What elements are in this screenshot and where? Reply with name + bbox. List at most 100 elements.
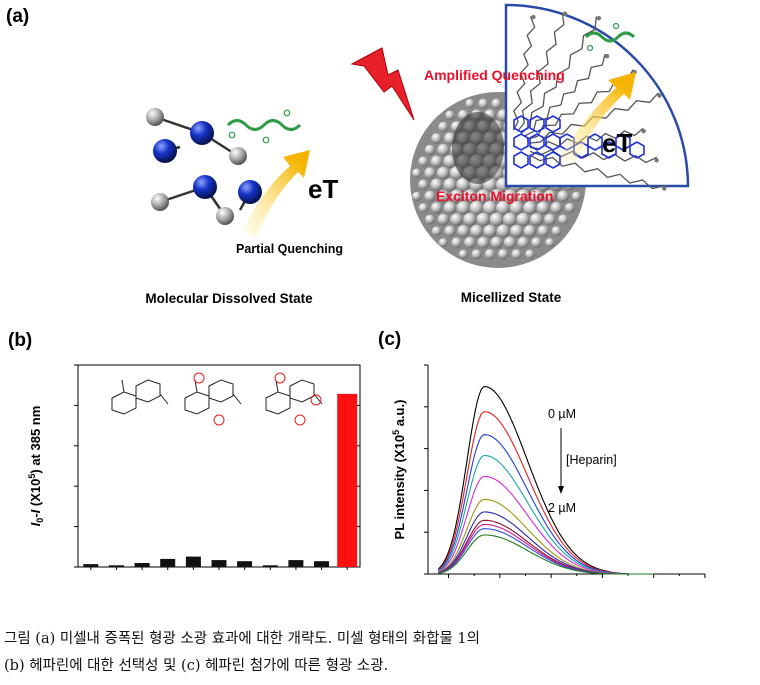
figure-caption: 그림 (a) 미셀내 증폭된 형광 소광 효과에 대한 개략도. 미셀 형태의 … [4, 626, 756, 680]
caption-line-1: 그림 (a) 미셀내 증폭된 형광 소광 효과에 대한 개략도. 미셀 형태의 … [4, 631, 480, 647]
bar [262, 565, 278, 567]
micelle-ball [531, 237, 542, 248]
pl-spectra-chart: PL intensity (X105 a.u.) [391, 364, 706, 578]
micelle-ball [444, 225, 456, 237]
micelle-ball [517, 236, 529, 249]
sugar-ring [289, 379, 315, 403]
micelle-ball [551, 226, 562, 237]
conc-label: [Heparin] [566, 453, 617, 467]
y-axis-label: PL intensity (X105 a.u.) [391, 400, 407, 540]
alkyl-chain [516, 12, 565, 132]
micelle-ball [418, 179, 429, 190]
chain-head [641, 129, 646, 134]
micelle-ball [502, 189, 518, 204]
micelle-ball [545, 238, 555, 248]
micelle-ball [489, 189, 504, 204]
micelle-ball [489, 212, 504, 227]
aromatic-ring [529, 115, 545, 133]
micelle-ball [496, 200, 511, 215]
y-axis-label: I0-I (X105) at 385 nm [27, 406, 45, 527]
micelle-ball [558, 214, 569, 225]
micelle-ball [418, 156, 429, 167]
aromatic-ring [545, 151, 561, 169]
caption-line-2: (b) 헤파린에 대한 선택성 및 (c) 헤파린 첨가에 따른 형광 소광. [4, 658, 389, 674]
micelle-ball [430, 178, 443, 191]
alkyl-chain [520, 16, 598, 134]
alkyl-chain [529, 154, 666, 190]
micelle-ball [412, 168, 422, 178]
energy-transfer-arrow-left [242, 150, 310, 238]
wave-icon-left [226, 109, 302, 144]
sulfate-group [274, 372, 286, 384]
micelle-ball [471, 249, 482, 260]
bar [237, 561, 253, 567]
sugar-ring [208, 379, 234, 403]
molecule-grey-sphere [229, 147, 247, 165]
micelle-ball [523, 224, 537, 238]
micelle-ball [412, 191, 422, 201]
bar [337, 393, 358, 567]
bar [288, 560, 304, 567]
aromatic-ring [513, 115, 529, 133]
micelle-ball [445, 110, 455, 120]
lightning-bolt-icon [350, 47, 415, 121]
micelle-ball [496, 224, 510, 238]
micelle-ball [491, 98, 502, 109]
micelle-opening [452, 112, 504, 184]
chain-head [562, 11, 568, 16]
micelle-ball [450, 213, 463, 226]
partial-quenching-label: Partial Quenching [236, 242, 343, 256]
et-label-left: eT [308, 174, 338, 204]
conc-start-label: 0 µM [548, 407, 576, 421]
bar [211, 560, 227, 567]
micelle-ball [550, 202, 563, 214]
spectrum-line [438, 511, 654, 575]
micelle-ball [469, 200, 484, 215]
micelle-ball [456, 201, 471, 215]
micelle-ball [443, 178, 457, 192]
aromatic-ring [513, 151, 529, 169]
bond [159, 393, 169, 405]
micelle-ball [425, 214, 435, 225]
micelle-ball [510, 224, 523, 238]
micelle-ball [451, 237, 462, 248]
conc-end-label: 2 µM [548, 501, 576, 515]
bond [232, 393, 242, 405]
micelle-ball [458, 249, 468, 259]
wave-icon-right [584, 22, 636, 52]
micelle-ball [525, 249, 535, 259]
micelle-ball [543, 189, 557, 203]
micelle-ball [463, 212, 477, 227]
micelle-ball [464, 236, 476, 249]
sugar-ring [184, 391, 210, 415]
micelle-ball [530, 213, 543, 226]
micelle-ball [503, 236, 516, 249]
molecule-blue-sphere [238, 180, 262, 204]
micelle-ball [482, 200, 497, 215]
micelle-ball [477, 236, 490, 249]
bar [185, 556, 201, 567]
micelle-ball [571, 191, 582, 201]
micelle-ball [544, 213, 556, 226]
micelle-ball [424, 190, 436, 202]
micelle-ball [516, 189, 531, 204]
micelle-ball [476, 189, 491, 204]
energy-transfer-arrow-right [560, 72, 636, 164]
micelle-ball [470, 224, 483, 238]
chain-head [596, 16, 602, 21]
sugar-ring [135, 379, 161, 403]
micelle-ball [483, 224, 497, 238]
et-label-right: eT [602, 128, 632, 158]
panel-b-label: (b) [8, 330, 32, 351]
conc-arrow-head-icon [558, 486, 564, 494]
micelle-ball [438, 238, 448, 248]
dissolved-molecules [146, 108, 262, 225]
micelle-ball [437, 213, 449, 226]
micelle-ball [424, 167, 436, 179]
panel-a-label: (a) [6, 6, 29, 27]
spectrum-line [438, 534, 654, 575]
micelle-ball [523, 201, 537, 215]
molecule-blue-sphere [190, 121, 214, 145]
molecule-blue-sphere [153, 139, 177, 163]
